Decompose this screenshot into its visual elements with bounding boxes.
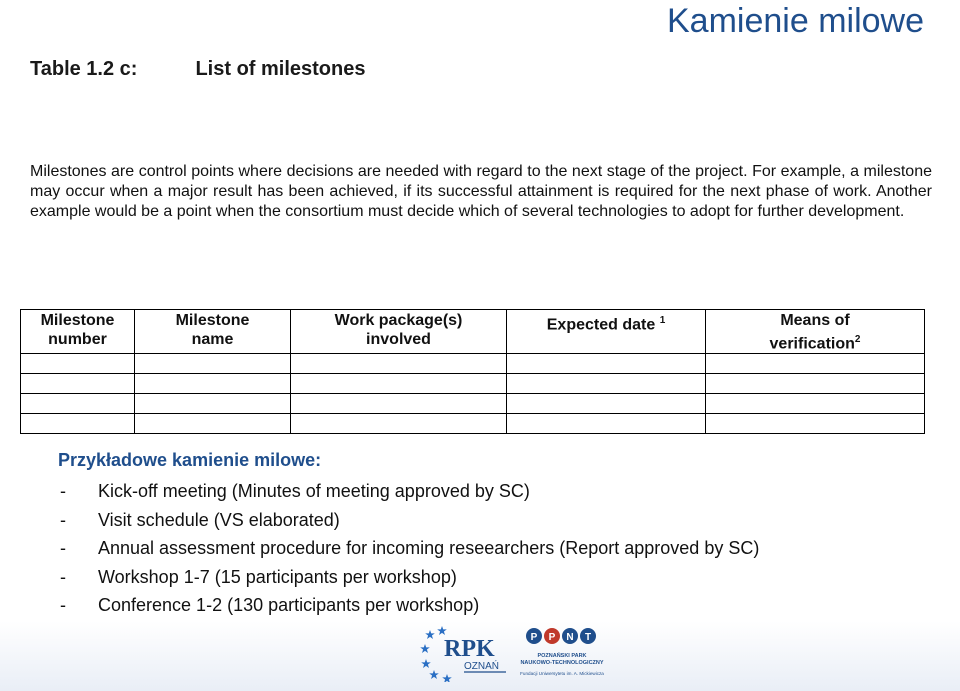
ppnt-line1: POZNAŃSKI PARK — [537, 651, 586, 659]
ppnt-logo: P P N T POZNAŃSKI PARK NAUKOWO-TECHNOLOG… — [520, 628, 604, 676]
ppnt-line2: NAUKOWO-TECHNOLOGICZNY — [520, 660, 603, 666]
table-row — [20, 353, 925, 375]
examples-section: Przykładowe kamienie milowe: - Kick-off m… — [58, 449, 938, 620]
table-caption-label: Table 1.2 c: — [30, 58, 138, 80]
table-cell — [705, 353, 925, 375]
ppnt-letter: P — [549, 632, 556, 643]
table-cell — [134, 413, 291, 435]
header-line: Milestone — [40, 312, 115, 329]
dash-bullet: - — [60, 595, 66, 615]
header-milestone-name: Milestone name — [134, 308, 291, 355]
dash-bullet: - — [60, 481, 66, 501]
ppnt-circles — [526, 628, 596, 644]
table-cell — [506, 393, 706, 415]
table-cell — [290, 413, 507, 435]
header-line: number — [48, 331, 107, 348]
header-line: name — [191, 331, 234, 348]
intro-paragraph: Milestones are control points where deci… — [30, 163, 932, 220]
list-item-text: Workshop 1-7 (15 participants per worksh… — [98, 566, 457, 587]
table-caption: Table 1.2 c: List of milestones — [30, 58, 365, 81]
table-cell — [506, 373, 706, 395]
header-line: involved — [366, 331, 431, 348]
header-line: Milestone — [175, 312, 250, 329]
dash-bullet: - — [60, 538, 66, 558]
table-cell — [20, 373, 135, 395]
rpk-logo: RPK OZNAŃ — [420, 626, 506, 682]
header-line: Means of — [780, 312, 850, 329]
table-cell — [20, 413, 135, 435]
rpk-text: RPK — [444, 636, 495, 662]
table-cell — [506, 353, 706, 375]
list-item-text: Conference 1-2 (130 participants per wor… — [98, 595, 480, 615]
table-cell — [134, 353, 291, 375]
table-row — [20, 373, 925, 395]
table-header-row: Milestone number Milestone name Work pac… — [20, 308, 925, 355]
table-cell — [705, 393, 925, 415]
header-milestone-number: Milestone number — [20, 308, 135, 355]
milestones-table: Milestone number Milestone name Work pac… — [20, 308, 925, 435]
slide-title: Kamienie milowe — [667, 2, 924, 40]
list-item: - Visit schedule (VS elaborated) — [58, 506, 938, 535]
footnote-mark: 2 — [854, 334, 861, 345]
list-item-text: Visit schedule (VS elaborated) — [98, 509, 340, 530]
table-caption-name: List of milestones — [195, 58, 366, 80]
examples-list: - Kick-off meeting (Minutes of meeting ap… — [58, 477, 938, 620]
header-text: Expected date — [546, 316, 656, 334]
list-item: - Workshop 1-7 (15 participants per works… — [58, 563, 938, 592]
table-cell — [134, 393, 291, 415]
header-expected-date: Expected date 1 — [506, 308, 706, 355]
table-cell — [134, 373, 291, 395]
list-item: - Kick-off meeting (Minutes of meeting ap… — [58, 477, 938, 506]
ppnt-circle — [562, 628, 578, 644]
dash-bullet: - — [60, 566, 66, 587]
examples-heading: Przykładowe kamienie milowe: — [58, 450, 322, 470]
table-cell — [20, 353, 135, 375]
table-body — [20, 353, 925, 435]
ppnt-letter: N — [566, 632, 573, 643]
table-row — [20, 413, 925, 435]
header-line: Work package(s) — [334, 312, 463, 329]
list-item-text: Kick-off meeting (Minutes of meeting app… — [98, 481, 530, 501]
list-item-text: Annual assessment procedure for incoming… — [98, 538, 760, 558]
table-row — [20, 393, 925, 415]
ppnt-circle — [544, 628, 560, 644]
table-cell — [290, 373, 507, 395]
list-item: - Annual assessment procedure for incomin… — [58, 534, 938, 563]
footnote-mark: 1 — [659, 315, 666, 326]
ppnt-circle — [580, 628, 596, 644]
table-cell — [290, 353, 507, 375]
dash-bullet: - — [60, 509, 66, 530]
header-text: verification — [769, 335, 855, 353]
header-line: verification2 — [706, 330, 924, 353]
list-item: - Conference 1-2 (130 participants per wo… — [58, 591, 938, 620]
star-ring — [420, 626, 452, 682]
ppnt-circle — [526, 628, 542, 644]
ppnt-letter: T — [585, 632, 591, 643]
ppnt-line3: Fundacji Uniwersytetu im. A. Mickiewicza — [520, 671, 604, 676]
table-cell — [506, 413, 706, 435]
ppnt-letter: P — [531, 632, 538, 643]
table-cell — [705, 373, 925, 395]
footer-bar — [0, 621, 960, 691]
table-cell — [705, 413, 925, 435]
table-cell — [20, 393, 135, 415]
rpk-subtext: OZNAŃ — [464, 659, 499, 672]
header-means-of-verification: Means of verification2 — [705, 308, 925, 355]
table-cell — [290, 393, 507, 415]
header-line: Expected date 1 — [507, 311, 705, 334]
header-work-packages: Work package(s) involved — [290, 308, 507, 355]
